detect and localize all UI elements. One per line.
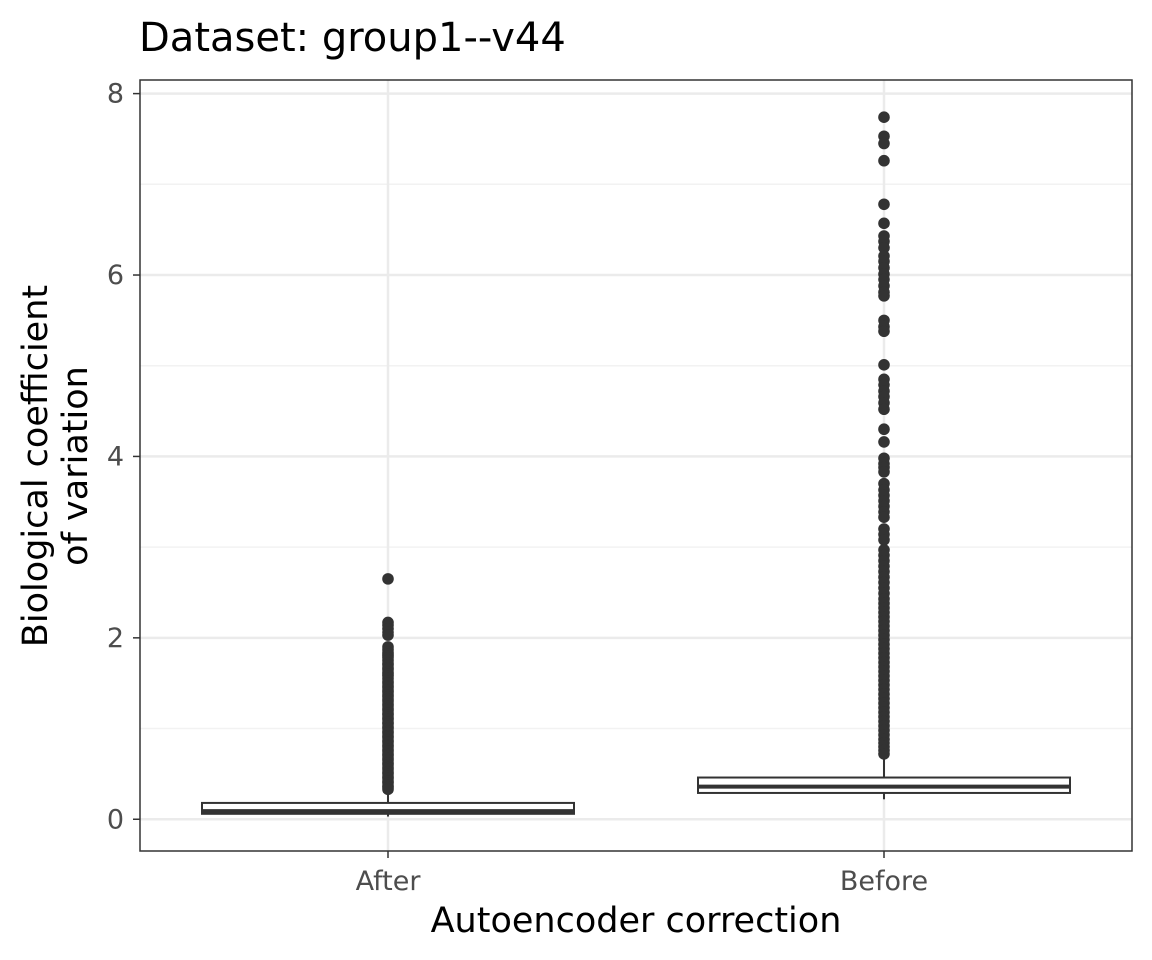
before-outlier-point: [878, 154, 890, 167]
before-outlier-point: [878, 325, 890, 338]
before-outlier-point: [878, 137, 890, 150]
y-axis-tick-label: 6: [107, 260, 124, 291]
chart-title: Dataset: group1--v44: [139, 15, 566, 61]
outlier-points: [382, 111, 890, 796]
before-outlier-point: [878, 198, 890, 211]
y-axis-label-line-2: of variation: [56, 366, 96, 566]
before-outlier-point: [878, 290, 890, 302]
y-axis-tick-label: 0: [107, 804, 124, 835]
after-box: [201, 801, 575, 815]
after-outlier-point: [382, 573, 394, 585]
after-outlier-point: [382, 783, 394, 796]
before-outlier-point: [878, 534, 890, 546]
before-outlier-point: [878, 436, 890, 448]
plot-panel-border: [139, 79, 1133, 852]
y-axis-label: Biological coefficient of variation: [16, 285, 96, 647]
before-outlier-point: [878, 359, 890, 371]
x-axis-tick-label: After: [356, 866, 422, 897]
y-axis-tick-label: 2: [107, 623, 124, 654]
after-outlier-point: [382, 629, 394, 641]
box-plot-series: [201, 755, 1071, 817]
before-outlier-point: [878, 748, 890, 760]
before-outlier-point: [878, 511, 890, 524]
before-outlier-point: [878, 423, 890, 436]
before-outlier-point: [878, 466, 890, 478]
before-outlier-point: [878, 403, 890, 416]
before-outlier-point: [878, 111, 890, 123]
before-outlier-point: [878, 217, 890, 230]
y-axis-tick-label: 4: [107, 441, 124, 472]
x-axis-label: Autoencoder correction: [431, 901, 842, 941]
y-axis-label-line-1: Biological coefficient: [16, 285, 56, 647]
x-axis-tick-label: Before: [840, 866, 928, 897]
axes: 0 2 4 6 8 After Before: [107, 79, 928, 897]
before-outlier-point: [878, 242, 890, 254]
y-axis-tick-label: 8: [107, 79, 124, 110]
